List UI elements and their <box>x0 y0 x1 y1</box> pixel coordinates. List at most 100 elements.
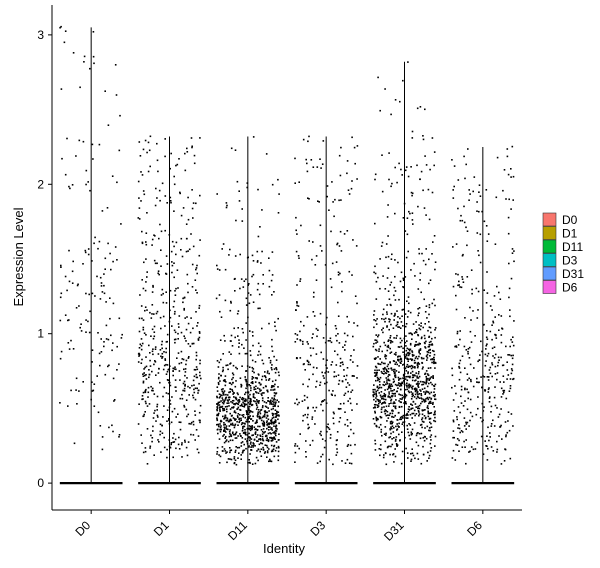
data-point <box>272 405 275 408</box>
data-point <box>417 396 420 399</box>
data-point <box>388 403 390 405</box>
data-point <box>248 439 251 442</box>
data-point <box>164 325 166 327</box>
data-point <box>270 444 273 447</box>
data-point <box>385 372 388 375</box>
data-point <box>404 378 407 380</box>
data-point <box>68 280 71 283</box>
data-point <box>406 352 409 354</box>
data-point <box>316 335 318 338</box>
data-point <box>171 271 173 274</box>
data-point <box>234 411 237 414</box>
data-point <box>452 419 455 422</box>
data-point <box>147 391 150 394</box>
data-point <box>101 448 104 451</box>
data-point <box>172 306 175 308</box>
data-point <box>509 315 511 318</box>
data-point <box>485 445 487 447</box>
data-point <box>487 426 489 429</box>
data-point <box>142 319 145 321</box>
data-point <box>111 424 113 427</box>
data-point <box>158 237 160 240</box>
data-point <box>79 326 81 329</box>
data-point <box>251 463 254 465</box>
data-point <box>232 393 234 395</box>
data-point <box>185 446 188 449</box>
data-point <box>394 402 396 404</box>
data-point <box>83 55 86 58</box>
data-point <box>385 432 387 435</box>
data-point <box>191 263 194 266</box>
data-point <box>140 348 143 351</box>
data-point <box>264 435 267 438</box>
data-point <box>356 302 358 305</box>
data-point <box>404 401 407 403</box>
data-point <box>431 361 433 364</box>
data-point <box>219 339 222 341</box>
data-point <box>504 421 507 423</box>
data-point <box>296 334 299 336</box>
data-point <box>308 240 310 242</box>
data-point <box>258 374 260 376</box>
data-point <box>413 422 416 424</box>
data-point <box>273 291 275 293</box>
data-point <box>417 407 419 410</box>
data-point <box>428 341 431 344</box>
data-point <box>222 409 224 412</box>
data-point <box>261 209 263 211</box>
data-point <box>404 169 407 172</box>
data-point <box>387 386 390 388</box>
data-point <box>481 386 483 389</box>
data-point <box>468 357 471 359</box>
data-point <box>407 457 409 459</box>
data-point <box>299 330 301 333</box>
data-point <box>151 440 153 443</box>
data-point <box>140 305 143 307</box>
data-point <box>259 390 261 392</box>
data-point <box>230 434 232 436</box>
data-point <box>112 430 114 433</box>
data-point <box>277 418 279 421</box>
data-point <box>477 360 479 363</box>
data-point <box>89 67 91 70</box>
data-point <box>309 347 312 349</box>
data-point <box>181 397 184 400</box>
data-point <box>300 320 302 323</box>
data-point <box>161 182 164 185</box>
data-point <box>261 438 264 440</box>
data-point <box>186 273 189 276</box>
data-point <box>428 378 431 380</box>
data-point <box>420 325 422 327</box>
data-point <box>381 395 384 398</box>
data-point <box>176 163 179 166</box>
data-point <box>112 260 114 263</box>
data-point <box>227 458 230 460</box>
data-point <box>378 426 380 429</box>
data-point <box>146 151 148 154</box>
data-point <box>241 452 244 454</box>
data-point <box>236 367 238 370</box>
data-point <box>324 372 326 374</box>
data-point <box>168 418 170 420</box>
data-point <box>258 443 261 446</box>
data-point <box>326 430 328 433</box>
data-point <box>489 396 491 398</box>
data-point <box>375 366 378 369</box>
data-point <box>460 214 462 217</box>
data-point <box>411 192 414 195</box>
data-point <box>179 192 181 195</box>
data-point <box>389 436 392 438</box>
data-point <box>229 429 231 431</box>
data-point <box>260 389 262 392</box>
data-point <box>241 441 244 443</box>
data-point <box>326 316 328 319</box>
data-point <box>454 345 456 348</box>
data-point <box>466 230 469 232</box>
data-point <box>486 355 489 357</box>
data-point <box>426 405 429 407</box>
data-point <box>140 362 143 364</box>
data-point <box>270 436 272 439</box>
data-point <box>306 170 309 173</box>
data-point <box>260 429 263 431</box>
data-point <box>305 451 307 453</box>
